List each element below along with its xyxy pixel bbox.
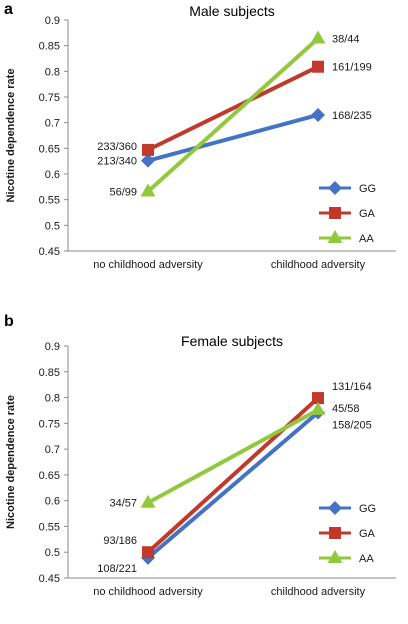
- y-tick-label: 0.65: [39, 470, 60, 482]
- y-tick-label: 0.85: [39, 41, 60, 53]
- data-label-GA: 93/186: [103, 535, 137, 547]
- data-label-GA: 233/360: [97, 141, 137, 153]
- series-line-AA: [146, 407, 320, 505]
- legend-label-GA: GA: [359, 208, 376, 220]
- y-tick-label: 0.6: [45, 496, 60, 508]
- y-tick-label: 0.7: [45, 118, 60, 130]
- data-point-GG: [311, 107, 325, 122]
- data-label-AA: 56/99: [109, 186, 137, 198]
- panel-label: a: [4, 1, 13, 18]
- x-tick-label: no childhood adversity: [93, 586, 203, 598]
- legend-marker-GG: [328, 181, 342, 195]
- series-line-GA: [146, 396, 320, 555]
- data-point-AA: [140, 183, 156, 197]
- y-tick-label: 0.6: [45, 169, 60, 181]
- y-axis-label: Nicotine dependence rate: [5, 69, 17, 203]
- y-tick-label: 0.8: [45, 393, 60, 405]
- y-tick-label: 0.85: [39, 367, 60, 379]
- data-label-GG: 168/235: [332, 110, 372, 122]
- y-tick-label: 0.5: [45, 547, 60, 559]
- data-point-AA: [310, 401, 326, 415]
- data-label-GG: 158/205: [332, 420, 372, 432]
- y-tick-label: 0.9: [45, 341, 60, 353]
- legend-marker-GA: [329, 527, 341, 539]
- legend-label-GG: GG: [359, 183, 376, 195]
- x-tick-label: childhood adversity: [271, 586, 366, 598]
- data-label-AA: 45/58: [332, 403, 360, 415]
- legend-marker-AA: [327, 230, 343, 243]
- legend-marker-GA: [329, 207, 341, 219]
- y-tick-label: 0.55: [39, 521, 60, 533]
- data-point-GA: [142, 546, 154, 559]
- chart-title: Female subjects: [181, 333, 283, 349]
- legend-label-AA: AA: [359, 553, 374, 565]
- y-tick-label: 0.9: [45, 15, 60, 27]
- panel-label: b: [4, 313, 14, 330]
- legend-marker-AA: [327, 550, 343, 563]
- y-tick-label: 0.8: [45, 66, 60, 78]
- legend-marker-GG: [328, 501, 342, 515]
- data-point-GA: [312, 60, 324, 73]
- chart-title: Male subjects: [189, 3, 275, 19]
- data-label-AA: 38/44: [332, 33, 360, 45]
- y-tick-label: 0.75: [39, 418, 60, 430]
- data-point-GA: [312, 392, 324, 405]
- chart-panel-a: a Male subjects 0.45 0.5 0.55 0.6 0.65 0.7 0.75 0…: [4, 1, 396, 271]
- legend-label-GG: GG: [359, 503, 376, 515]
- data-label-GA: 131/164: [332, 381, 372, 393]
- series-line-GG: [146, 112, 320, 163]
- y-tick-label: 0.65: [39, 143, 60, 155]
- data-label-GG: 108/221: [97, 563, 137, 575]
- x-tick-label: no childhood adversity: [93, 259, 203, 271]
- data-label-GA: 161/199: [332, 62, 372, 74]
- y-tick-label: 0.5: [45, 220, 60, 232]
- y-tick-label: 0.45: [39, 573, 60, 585]
- legend-label-GA: GA: [359, 528, 376, 540]
- y-tick-label: 0.55: [39, 195, 60, 207]
- data-point-GG: [141, 153, 155, 168]
- y-axis-label: Nicotine dependence rate: [5, 395, 17, 529]
- data-point-AA: [310, 30, 326, 44]
- x-tick-label: childhood adversity: [271, 259, 366, 271]
- data-point-GA: [142, 143, 154, 156]
- chart-panel-b: b Female subjects 0.45 0.5 0.55 0.6 0.65 0.7 0.7…: [4, 313, 396, 598]
- y-tick-label: 0.7: [45, 444, 60, 456]
- legend-label-AA: AA: [359, 233, 374, 245]
- series-line-AA: [146, 36, 320, 194]
- data-point-AA: [140, 494, 156, 508]
- y-tick-label: 0.75: [39, 92, 60, 104]
- series-line-GG: [146, 410, 320, 560]
- data-label-GG: 213/340: [97, 156, 137, 168]
- series-line-GA: [146, 64, 320, 152]
- data-label-AA: 34/57: [109, 498, 137, 510]
- y-tick-label: 0.45: [39, 246, 60, 258]
